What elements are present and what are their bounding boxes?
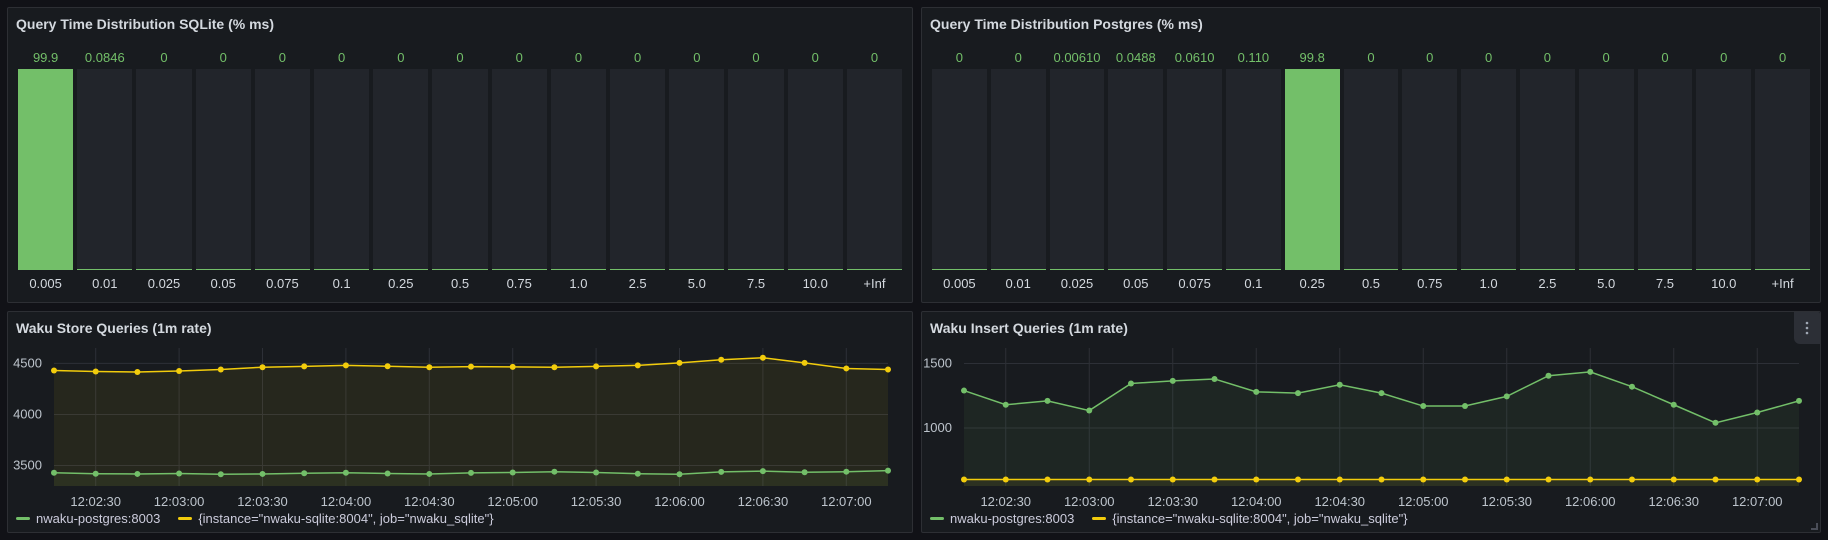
- svg-text:12:03:00: 12:03:00: [1064, 494, 1115, 509]
- svg-text:12:07:00: 12:07:00: [1732, 494, 1783, 509]
- svg-text:12:02:30: 12:02:30: [70, 494, 121, 509]
- svg-text:3500: 3500: [13, 458, 42, 473]
- svg-text:12:05:30: 12:05:30: [571, 494, 622, 509]
- svg-text:12:04:30: 12:04:30: [1314, 494, 1365, 509]
- svg-text:12:05:30: 12:05:30: [1481, 494, 1532, 509]
- svg-text:12:06:00: 12:06:00: [1565, 494, 1616, 509]
- svg-text:12:06:00: 12:06:00: [654, 494, 705, 509]
- svg-text:12:02:30: 12:02:30: [980, 494, 1031, 509]
- svg-text:12:03:30: 12:03:30: [1147, 494, 1198, 509]
- svg-text:1000: 1000: [923, 420, 952, 435]
- svg-text:12:03:30: 12:03:30: [237, 494, 288, 509]
- svg-text:12:03:00: 12:03:00: [154, 494, 205, 509]
- svg-text:12:07:00: 12:07:00: [821, 494, 872, 509]
- svg-text:12:04:00: 12:04:00: [1231, 494, 1282, 509]
- svg-text:12:05:00: 12:05:00: [487, 494, 538, 509]
- svg-text:4000: 4000: [13, 406, 42, 421]
- svg-text:12:06:30: 12:06:30: [1648, 494, 1699, 509]
- svg-text:12:05:00: 12:05:00: [1398, 494, 1449, 509]
- svg-text:12:06:30: 12:06:30: [738, 494, 789, 509]
- svg-text:12:04:30: 12:04:30: [404, 494, 455, 509]
- svg-text:4500: 4500: [13, 355, 42, 370]
- svg-text:1500: 1500: [923, 355, 952, 370]
- svg-text:12:04:00: 12:04:00: [321, 494, 372, 509]
